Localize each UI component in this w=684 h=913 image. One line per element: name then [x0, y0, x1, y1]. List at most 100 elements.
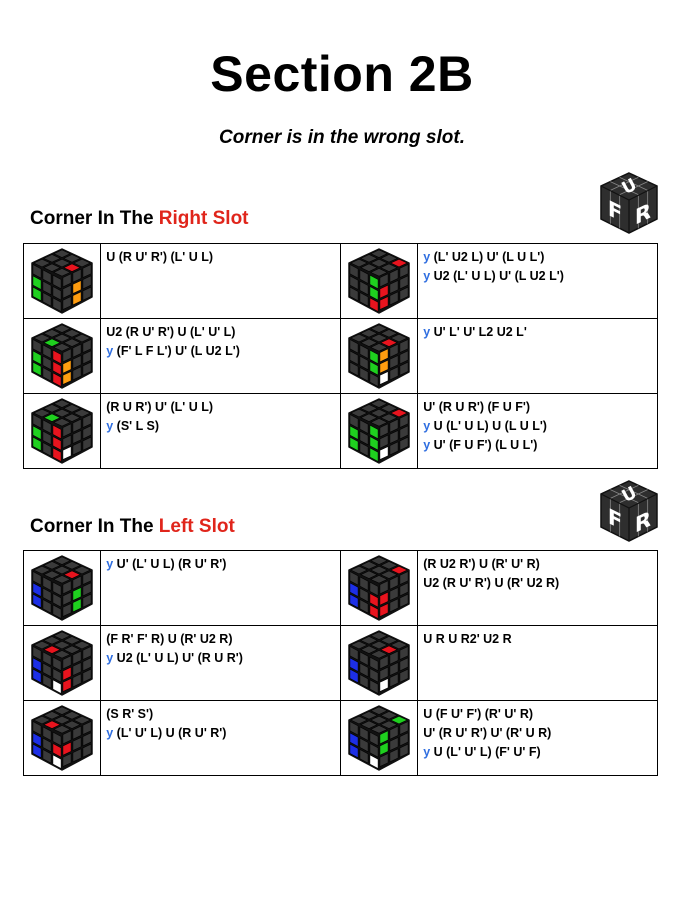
left-sticker [359, 662, 369, 678]
top-sticker [370, 631, 389, 640]
top-sticker [360, 570, 379, 579]
top-sticker [53, 399, 72, 408]
right-sticker [379, 273, 389, 288]
right-sticker [72, 661, 82, 677]
left-sticker [52, 435, 62, 451]
top-sticker [360, 413, 379, 422]
top-sticker [53, 258, 72, 268]
right-sticker [62, 730, 72, 745]
left-sticker [52, 297, 62, 312]
top-sticker [360, 711, 379, 720]
left-sticker [52, 742, 62, 758]
right-sticker [399, 361, 409, 376]
right-sticker [399, 263, 409, 279]
right-sticker [389, 650, 399, 665]
table-row: (S R' S') y (L' U' L) U (R U' R') U (F U' … [22, 700, 658, 776]
case-0-1-cube-diagram [348, 248, 410, 314]
right-sticker [72, 650, 82, 665]
move-sequence: (S R' S') [106, 707, 154, 721]
top-sticker [370, 399, 389, 408]
right-sticker [399, 338, 409, 354]
left-sticker [52, 349, 62, 365]
right-sticker [62, 434, 72, 449]
left-sticker [42, 366, 52, 382]
top-sticker [33, 640, 52, 650]
left-sticker [32, 657, 42, 672]
top-sticker [350, 565, 369, 575]
right-sticker [399, 286, 409, 301]
algorithm-line: y (S' L S) [106, 417, 340, 436]
top-sticker [53, 249, 72, 258]
left-sticker [52, 656, 62, 672]
section-heading-prefix: Corner In The [30, 208, 159, 229]
right-sticker [399, 350, 409, 365]
left-sticker [369, 667, 379, 683]
right-sticker [62, 602, 72, 618]
top-sticker [380, 636, 399, 645]
badge-edge [600, 493, 630, 509]
right-sticker [389, 343, 399, 358]
left-sticker [32, 646, 42, 661]
cube-rotation-y: y [423, 269, 431, 283]
left-sticker [52, 754, 62, 769]
move-sequence: U (L' U L) U (L U L') [430, 419, 547, 433]
left-sticker [359, 430, 369, 446]
cube-rotation-y: y [423, 419, 431, 433]
badge-letter-f: F [608, 504, 622, 536]
left-sticker [359, 576, 369, 591]
top-sticker [73, 715, 92, 725]
right-sticker [389, 268, 399, 283]
top-sticker [360, 645, 379, 654]
move-sequence: (L' U' L) U (R U' R') [113, 726, 227, 740]
left-sticker [369, 360, 379, 376]
right-sticker [389, 598, 399, 613]
algorithm-cell: (S R' S') y (L' U' L) U (R U' R') [100, 700, 341, 776]
right-sticker [62, 655, 72, 670]
cube-rotation-y: y [423, 745, 431, 759]
top-sticker [370, 408, 389, 418]
badge-grid-line [619, 489, 648, 504]
top-sticker [360, 263, 379, 272]
top-sticker [370, 324, 389, 333]
top-sticker [33, 333, 52, 343]
left-sticker [349, 361, 359, 377]
algorithm-cell: U (R U' R') (L' U L) [100, 243, 341, 319]
algorithm-line: (R U2 R') U (R' U' R) [423, 555, 657, 574]
left-sticker [349, 275, 359, 290]
right-sticker [399, 732, 409, 747]
left-sticker [349, 339, 359, 354]
top-sticker [360, 561, 379, 570]
left-sticker [42, 673, 52, 689]
top-sticker [53, 565, 72, 575]
algorithm-cell: U (F U' F') (R' U' R) U' (R U' R') U' (R'… [417, 700, 658, 776]
top-sticker [370, 343, 389, 352]
top-sticker [360, 254, 379, 263]
right-sticker [379, 580, 389, 595]
case-1-2-cube-diagram [31, 630, 93, 696]
left-sticker [349, 668, 359, 684]
algorithm-line: y U2 (L' U L) U' (R U R') [106, 649, 340, 668]
right-sticker [399, 668, 409, 683]
top-sticker [63, 645, 82, 654]
right-sticker [379, 677, 389, 693]
top-sticker [53, 418, 72, 427]
left-sticker [32, 582, 42, 597]
left-sticker [42, 651, 52, 666]
algorithm-cell: U R U R2' U2 R [417, 625, 658, 701]
left-sticker [32, 275, 42, 290]
case-1-1-cube-diagram [348, 555, 410, 621]
right-sticker [379, 284, 389, 299]
left-sticker [42, 344, 52, 359]
cube-image-cell [339, 550, 419, 626]
top-sticker [380, 254, 399, 263]
top-sticker [73, 408, 92, 418]
algorithm-line: U (F U' F') (R' U' R) [423, 705, 657, 724]
left-sticker [359, 355, 369, 371]
left-sticker [369, 592, 379, 608]
top-sticker [370, 333, 389, 343]
section-heading-highlight: Right Slot [158, 208, 249, 229]
top-sticker [360, 404, 379, 413]
right-sticker [62, 370, 72, 386]
right-sticker [389, 736, 399, 752]
move-sequence: (L' U2 L) U' (L U L') [430, 250, 545, 264]
